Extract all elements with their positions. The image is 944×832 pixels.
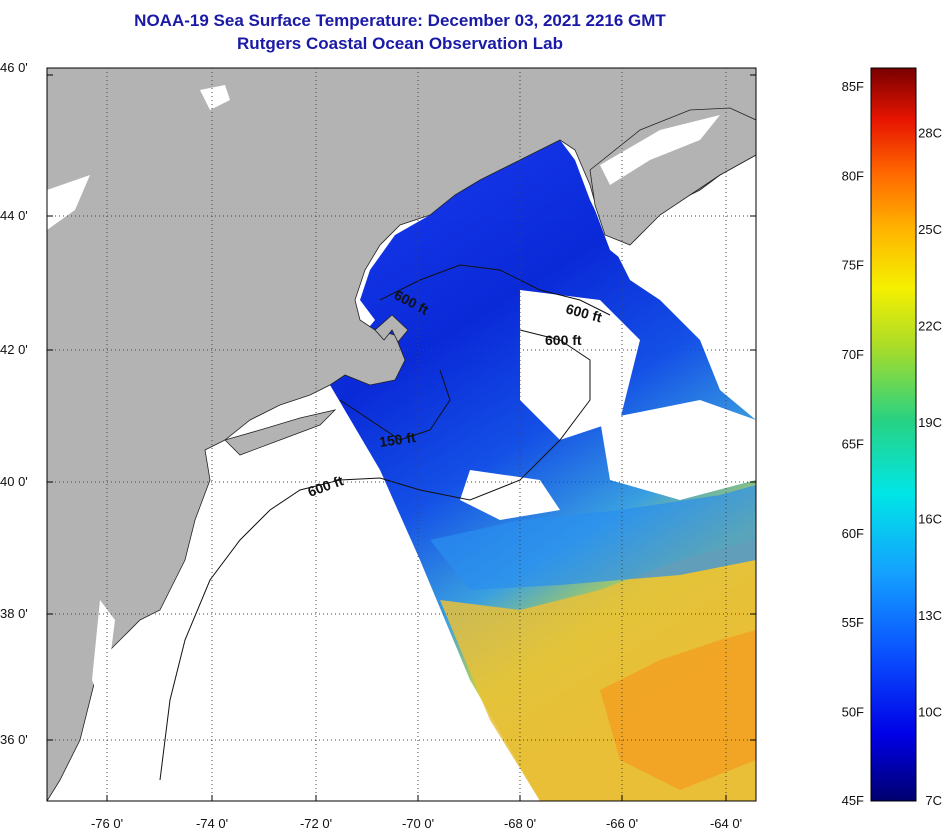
colorbar-label-c: 28C xyxy=(918,125,942,140)
map-subtitle: Rutgers Coastal Ocean Observation Lab xyxy=(237,34,563,53)
lon-label: -68 0' xyxy=(504,816,536,831)
lon-label: -64 0' xyxy=(710,816,742,831)
colorbar-label-f: 70F xyxy=(842,347,864,362)
land-cape-cod xyxy=(374,314,409,343)
colorbar-label-c: 10C xyxy=(918,705,942,720)
lat-label: 38 0' xyxy=(0,606,28,621)
colorbar-label-f: 60F xyxy=(842,526,864,541)
cloud-patch xyxy=(520,290,640,440)
colorbar-label-f: 65F xyxy=(842,436,864,451)
lon-label: -70 0' xyxy=(402,816,434,831)
colorbar-celsius-labels: 28C 25C 22C 19C 16C 13C 10C 7C xyxy=(918,125,942,808)
tick-marks xyxy=(47,74,756,801)
lon-label: -76 0' xyxy=(91,816,123,831)
colorbar-label-f: 50F xyxy=(842,705,864,720)
sst-hot-patches xyxy=(600,630,756,790)
temperature-colorbar xyxy=(870,67,917,802)
colorbar-label-c: 25C xyxy=(918,222,942,237)
colorbar-label-f: 45F xyxy=(842,793,864,808)
lat-label: 46 0' xyxy=(0,60,28,75)
contour-150ft xyxy=(339,369,451,441)
lat-label: 40 0' xyxy=(0,474,28,489)
lon-label: -72 0' xyxy=(300,816,332,831)
water-lake xyxy=(200,85,230,110)
water-lake xyxy=(47,175,90,230)
water-chesapeake xyxy=(92,600,115,700)
cloud-patch xyxy=(600,400,756,500)
lat-label: 42 0' xyxy=(0,342,28,357)
land-long-island xyxy=(224,409,337,456)
sst-cool-streaks xyxy=(430,485,756,590)
contour-label-nantucket-shoals: 150 ft xyxy=(378,429,417,450)
lon-label: -66 0' xyxy=(606,816,638,831)
map-frame xyxy=(46,67,757,802)
lat-label: 44 0' xyxy=(0,208,28,223)
map-title: NOAA-19 Sea Surface Temperature: Decembe… xyxy=(134,11,666,30)
colorbar-label-c: 13C xyxy=(918,608,942,623)
colorbar-label-f: 55F xyxy=(842,615,864,630)
colorbar-label-f: 75F xyxy=(842,258,864,273)
colorbar-label-c: 16C xyxy=(918,512,942,527)
contour-label-georges-bank: 600 ft xyxy=(545,332,582,348)
map-panel xyxy=(47,68,756,801)
water-bay-of-fundy xyxy=(600,115,720,185)
lon-label: -74 0' xyxy=(196,816,228,831)
colorbar-label-c: 7C xyxy=(925,793,942,808)
land-nova-scotia xyxy=(589,107,756,246)
colorbar-label-c: 22C xyxy=(918,318,942,333)
colorbar-fahrenheit-labels: 85F 80F 75F 70F 65F 60F 55F 50F 45F xyxy=(842,79,864,808)
lat-label: 36 0' xyxy=(0,732,28,747)
contour-600ft-shelf xyxy=(159,329,591,781)
contour-600ft-gulf xyxy=(379,264,611,316)
colorbar-label-c: 19C xyxy=(918,415,942,430)
colorbar-label-f: 80F xyxy=(842,168,864,183)
colorbar-label-f: 85F xyxy=(842,79,864,94)
